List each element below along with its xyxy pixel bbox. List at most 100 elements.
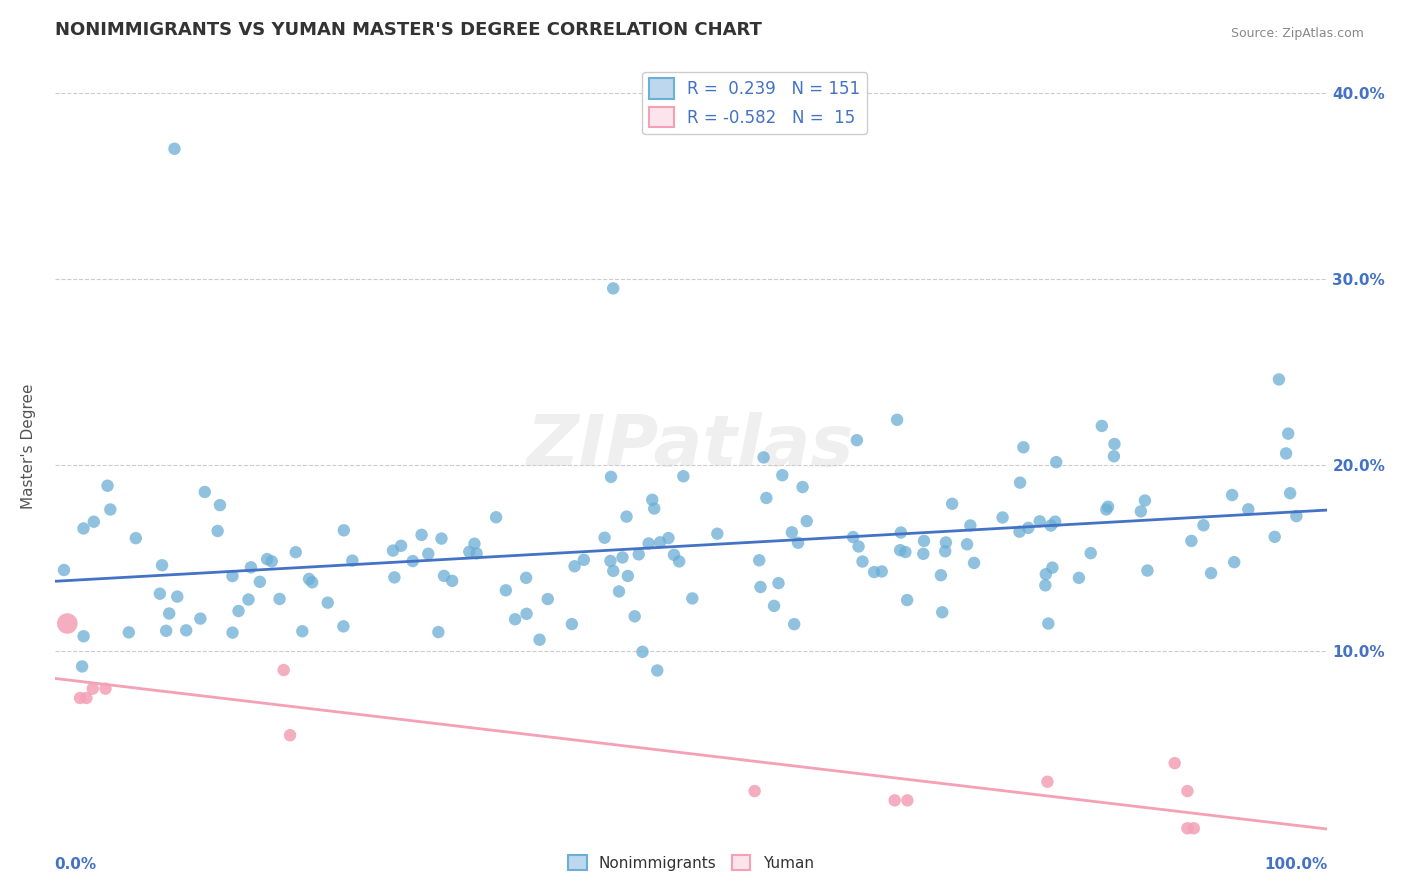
Point bbox=[1163, 756, 1185, 771]
Point bbox=[96, 479, 118, 493]
Point bbox=[645, 664, 668, 678]
Point bbox=[75, 690, 97, 705]
Point bbox=[1095, 502, 1118, 516]
Point bbox=[1264, 530, 1286, 544]
Point bbox=[602, 281, 624, 295]
Point bbox=[648, 535, 671, 549]
Point bbox=[941, 497, 963, 511]
Point bbox=[883, 793, 905, 807]
Point bbox=[238, 592, 260, 607]
Point bbox=[495, 583, 517, 598]
Point bbox=[1010, 475, 1032, 490]
Point bbox=[657, 531, 679, 545]
Point bbox=[72, 629, 94, 643]
Point bbox=[752, 450, 775, 465]
Point bbox=[641, 492, 664, 507]
Point bbox=[1285, 509, 1308, 524]
Point bbox=[52, 563, 75, 577]
Point bbox=[934, 544, 956, 558]
Point bbox=[851, 555, 873, 569]
Point bbox=[770, 468, 793, 483]
Point bbox=[1040, 560, 1063, 574]
Point bbox=[1033, 578, 1056, 592]
Point bbox=[748, 553, 770, 567]
Point bbox=[150, 558, 173, 573]
Point bbox=[1177, 822, 1199, 836]
Point bbox=[963, 556, 986, 570]
Point bbox=[1192, 518, 1215, 533]
Point bbox=[1028, 514, 1050, 528]
Point bbox=[768, 576, 790, 591]
Point bbox=[382, 543, 405, 558]
Point bbox=[221, 625, 243, 640]
Point bbox=[316, 596, 339, 610]
Point bbox=[1017, 521, 1039, 535]
Point bbox=[427, 625, 450, 640]
Point bbox=[755, 491, 778, 505]
Point bbox=[912, 533, 935, 548]
Point bbox=[125, 531, 148, 545]
Point bbox=[98, 502, 121, 516]
Point bbox=[503, 612, 526, 626]
Point bbox=[668, 554, 690, 568]
Text: 0.0%: 0.0% bbox=[55, 857, 97, 872]
Point bbox=[1237, 502, 1260, 516]
Point bbox=[1039, 518, 1062, 533]
Point bbox=[607, 584, 630, 599]
Point bbox=[787, 535, 810, 549]
Point bbox=[516, 607, 538, 621]
Point bbox=[166, 590, 188, 604]
Point bbox=[1199, 566, 1222, 581]
Point bbox=[931, 605, 953, 619]
Point bbox=[174, 624, 197, 638]
Point bbox=[672, 469, 695, 483]
Point bbox=[1223, 555, 1246, 569]
Point bbox=[269, 591, 291, 606]
Point bbox=[69, 690, 91, 705]
Point bbox=[284, 545, 307, 559]
Point bbox=[1136, 564, 1159, 578]
Point bbox=[485, 510, 508, 524]
Text: Source: ZipAtlas.com: Source: ZipAtlas.com bbox=[1230, 27, 1364, 40]
Y-axis label: Master's Degree: Master's Degree bbox=[21, 384, 35, 509]
Point bbox=[228, 604, 250, 618]
Point bbox=[783, 617, 806, 632]
Point bbox=[249, 574, 271, 589]
Point bbox=[886, 413, 908, 427]
Point bbox=[1045, 455, 1067, 469]
Point bbox=[1067, 571, 1090, 585]
Point bbox=[637, 536, 659, 550]
Point bbox=[1220, 488, 1243, 502]
Point bbox=[239, 560, 262, 574]
Point bbox=[411, 528, 433, 542]
Point bbox=[1036, 774, 1059, 789]
Point bbox=[430, 532, 453, 546]
Point bbox=[389, 539, 412, 553]
Point bbox=[1035, 567, 1057, 582]
Point bbox=[1102, 450, 1125, 464]
Point bbox=[194, 485, 217, 500]
Point bbox=[896, 793, 918, 807]
Point bbox=[627, 547, 650, 561]
Point bbox=[332, 619, 354, 633]
Point bbox=[890, 525, 912, 540]
Point bbox=[681, 591, 703, 606]
Point bbox=[564, 559, 586, 574]
Point bbox=[537, 592, 560, 607]
Point bbox=[623, 609, 645, 624]
Point bbox=[190, 612, 212, 626]
Point bbox=[572, 553, 595, 567]
Point bbox=[848, 540, 870, 554]
Point bbox=[763, 599, 786, 613]
Point bbox=[1177, 784, 1199, 798]
Point bbox=[515, 571, 537, 585]
Point bbox=[796, 514, 818, 528]
Point bbox=[278, 728, 301, 742]
Point bbox=[845, 434, 868, 448]
Point bbox=[889, 543, 911, 558]
Point bbox=[744, 784, 766, 798]
Point bbox=[1012, 440, 1035, 454]
Point bbox=[155, 624, 177, 638]
Point bbox=[529, 632, 551, 647]
Point bbox=[291, 624, 314, 639]
